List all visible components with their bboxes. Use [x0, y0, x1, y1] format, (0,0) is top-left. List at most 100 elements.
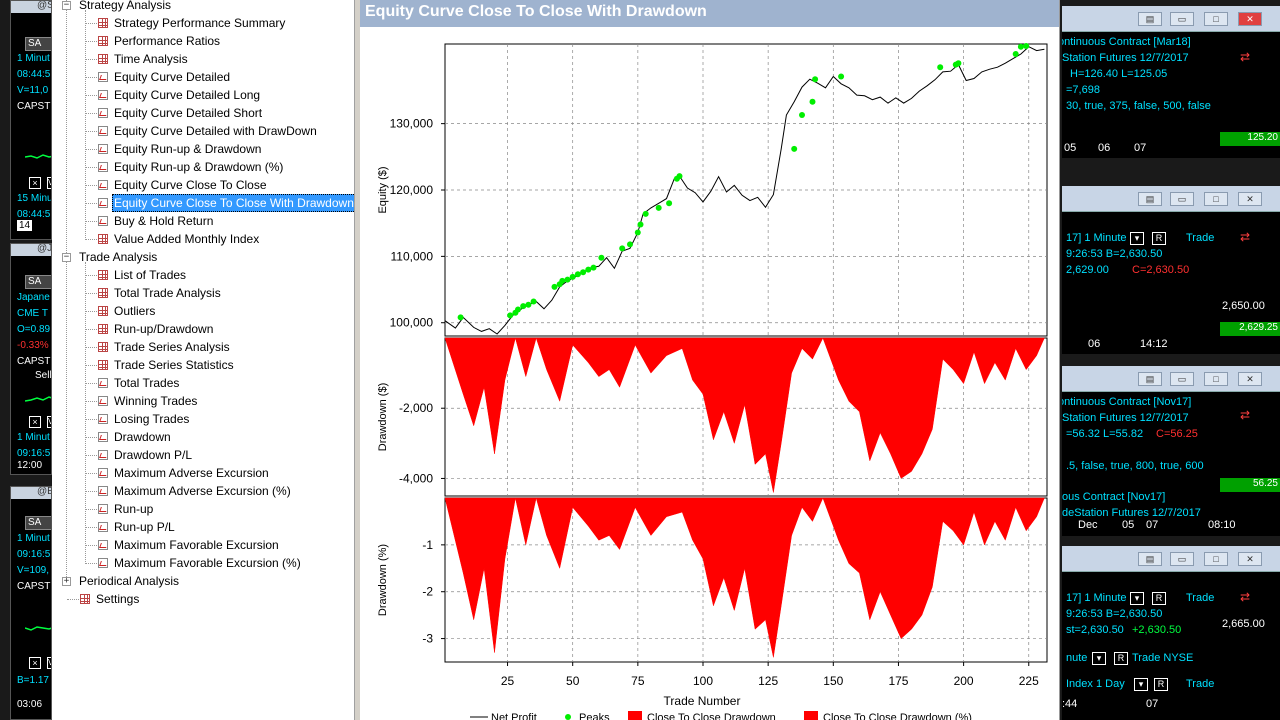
- tree-item-total-trades[interactable]: Total Trades: [52, 374, 354, 392]
- restore-icon[interactable]: ▤: [1138, 192, 1162, 206]
- bg-chart-window-2[interactable]: @J SA Japane CME T O=0.89 -0.33% CAPST S…: [10, 243, 52, 475]
- v-button[interactable]: V: [47, 177, 51, 189]
- tree-item-equity-run-up-drawdown[interactable]: Equity Run-up & Drawdown: [52, 140, 354, 158]
- tree-item-run-up[interactable]: Run-up: [52, 500, 354, 518]
- tree-connector: [85, 491, 97, 492]
- bg-window-titlebar[interactable]: ▤ ▭ □ ✕: [1062, 6, 1280, 32]
- close-box[interactable]: ×: [29, 657, 41, 669]
- dropdown-icon[interactable]: ▾: [1130, 232, 1144, 245]
- tree-item-equity-curve-detailed-short[interactable]: Equity Curve Detailed Short: [52, 104, 354, 122]
- bg-right-window-4[interactable]: ▤ ▭ □ ✕ 17] 1 Minute ▾ R Trade 9:26:53 B…: [1062, 546, 1280, 720]
- r-button[interactable]: R: [1152, 232, 1166, 245]
- tree-item-list-of-trades[interactable]: List of Trades: [52, 266, 354, 284]
- tree-item-losing-trades[interactable]: Losing Trades: [52, 410, 354, 428]
- sa-button[interactable]: SA: [25, 516, 51, 530]
- tree-item-equity-curve-detailed-with-drawdown[interactable]: Equity Curve Detailed with DrawDown: [52, 122, 354, 140]
- tree-item-run-up-p-l[interactable]: Run-up P/L: [52, 518, 354, 536]
- v-button[interactable]: V: [47, 657, 51, 669]
- bg-window-titlebar[interactable]: ▤ ▭ □ ✕: [1062, 186, 1280, 212]
- chart-report-icon: [98, 108, 108, 118]
- restore-icon[interactable]: ▤: [1138, 552, 1162, 566]
- bg-window-titlebar[interactable]: ▤ ▭ □ ✕: [1062, 546, 1280, 572]
- collapse-icon[interactable]: −: [62, 0, 71, 10]
- bg-window-titlebar[interactable]: ▤ ▭ □ ✕: [1062, 366, 1280, 392]
- table-report-icon: [98, 54, 108, 64]
- tree-item-total-trade-analysis[interactable]: Total Trade Analysis: [52, 284, 354, 302]
- bg-chart-window-1[interactable]: @S SA 1 Minut 08:44:5 V=11,0 CAPST × V 1…: [10, 0, 52, 240]
- minimize-icon[interactable]: ▭: [1170, 192, 1194, 206]
- sa-button[interactable]: SA: [25, 37, 51, 51]
- close-box[interactable]: ×: [29, 416, 41, 428]
- tree-item-winning-trades[interactable]: Winning Trades: [52, 392, 354, 410]
- r-button[interactable]: R: [1114, 652, 1128, 665]
- tree-item-settings[interactable]: Settings: [52, 590, 354, 608]
- tree-item-performance-ratios[interactable]: Performance Ratios: [52, 32, 354, 50]
- r-button[interactable]: R: [1154, 678, 1168, 691]
- close-icon[interactable]: ✕: [1238, 552, 1262, 566]
- bg-right-window-1[interactable]: ▤ ▭ □ ✕ ontinuous Contract [Mar18] Stati…: [1062, 6, 1280, 158]
- bg-right-window-2[interactable]: ▤ ▭ □ ✕ 17] 1 Minute ▾ R Trade 9:26:53 B…: [1062, 186, 1280, 354]
- tree-item-outliers[interactable]: Outliers: [52, 302, 354, 320]
- peak-point: [525, 301, 532, 308]
- dropdown-icon[interactable]: ▾: [1134, 678, 1148, 691]
- tree-item-label: List of Trades: [114, 268, 187, 282]
- restore-icon[interactable]: ▤: [1138, 12, 1162, 26]
- bg-window-titlebar[interactable]: [11, 1, 51, 13]
- tree-item-strategy-performance-summary[interactable]: Strategy Performance Summary: [52, 14, 354, 32]
- price-box: 2,629.25: [1220, 322, 1280, 336]
- tree-item-equity-curve-close-to-close[interactable]: Equity Curve Close To Close: [52, 176, 354, 194]
- dropdown-icon[interactable]: ▾: [1092, 652, 1106, 665]
- sa-button[interactable]: SA: [25, 275, 51, 289]
- collapse-icon[interactable]: −: [62, 252, 71, 262]
- close-icon[interactable]: ✕: [1238, 372, 1262, 386]
- minimize-icon[interactable]: ▭: [1170, 372, 1194, 386]
- bg-right-window-3[interactable]: ▤ ▭ □ ✕ ontinuous Contract [Nov17] Stati…: [1062, 366, 1280, 536]
- tree-item-maximum-favorable-excursion[interactable]: Maximum Favorable Excursion (%): [52, 554, 354, 572]
- tree-item-label: Buy & Hold Return: [114, 214, 214, 228]
- r-button[interactable]: R: [1152, 592, 1166, 605]
- splitter[interactable]: [355, 0, 360, 720]
- strategy-report-tree[interactable]: − Strategy Analysis Strategy Performance S…: [52, 0, 355, 720]
- tree-item-value-added-monthly-index[interactable]: Value Added Monthly Index: [52, 230, 354, 248]
- maximize-icon[interactable]: □: [1204, 192, 1228, 206]
- minimize-icon[interactable]: ▭: [1170, 12, 1194, 26]
- chart-report-icon: [98, 414, 108, 424]
- bg-chart-window-3[interactable]: @E SA 1 Minut 09:16:5 V=109, CAPST × V B…: [10, 486, 52, 720]
- chart-panel: Equity Curve Close To Close With Drawdow…: [360, 0, 1060, 720]
- tree-item-trade-series-statistics[interactable]: Trade Series Statistics: [52, 356, 354, 374]
- tree-item-time-analysis[interactable]: Time Analysis: [52, 50, 354, 68]
- tree-item-label: Value Added Monthly Index: [114, 232, 260, 246]
- restore-icon[interactable]: ▤: [1138, 372, 1162, 386]
- tree-item-run-up-drawdown[interactable]: Run-up/Drawdown: [52, 320, 354, 338]
- tree-item-maximum-adverse-excursion[interactable]: Maximum Adverse Excursion (%): [52, 482, 354, 500]
- tree-item-strategy-analysis[interactable]: − Strategy Analysis: [52, 0, 354, 14]
- expand-icon[interactable]: +: [62, 576, 71, 586]
- close-box[interactable]: ×: [29, 177, 41, 189]
- tree-item-maximum-adverse-excursion[interactable]: Maximum Adverse Excursion: [52, 464, 354, 482]
- v-button[interactable]: V: [47, 416, 51, 428]
- tree-item-drawdown[interactable]: Drawdown: [52, 428, 354, 446]
- dropdown-icon[interactable]: ▾: [1130, 592, 1144, 605]
- tree-item-periodical-analysis[interactable]: + Periodical Analysis: [52, 572, 354, 590]
- close-icon[interactable]: ✕: [1238, 192, 1262, 206]
- tree-item-maximum-favorable-excursion[interactable]: Maximum Favorable Excursion: [52, 536, 354, 554]
- tree-item-label: Drawdown P/L: [114, 448, 193, 462]
- bg-sparkline: [25, 396, 51, 402]
- tree-item-trade-series-analysis[interactable]: Trade Series Analysis: [52, 338, 354, 356]
- tree-item-equity-run-up-drawdown[interactable]: Equity Run-up & Drawdown (%): [52, 158, 354, 176]
- tree-item-trade-analysis[interactable]: − Trade Analysis: [52, 248, 354, 266]
- tree-connector: [85, 419, 97, 420]
- maximize-icon[interactable]: □: [1204, 12, 1228, 26]
- tree-item-equity-curve-detailed[interactable]: Equity Curve Detailed: [52, 68, 354, 86]
- tree-item-buy-hold-return[interactable]: Buy & Hold Return: [52, 212, 354, 230]
- maximize-icon[interactable]: □: [1204, 372, 1228, 386]
- maximize-icon[interactable]: □: [1204, 552, 1228, 566]
- tree-item-drawdown-p-l[interactable]: Drawdown P/L: [52, 446, 354, 464]
- tree-item-equity-curve-detailed-long[interactable]: Equity Curve Detailed Long: [52, 86, 354, 104]
- tree-item-label: Equity Curve Close To Close: [114, 178, 267, 192]
- tree-item-equity-curve-close-to-close-with-drawdown[interactable]: Equity Curve Close To Close With Drawdow…: [52, 194, 354, 212]
- bg-window-titlebar[interactable]: [11, 487, 51, 499]
- close-icon[interactable]: ✕: [1238, 12, 1262, 26]
- bg-window-titlebar[interactable]: [11, 244, 51, 256]
- minimize-icon[interactable]: ▭: [1170, 552, 1194, 566]
